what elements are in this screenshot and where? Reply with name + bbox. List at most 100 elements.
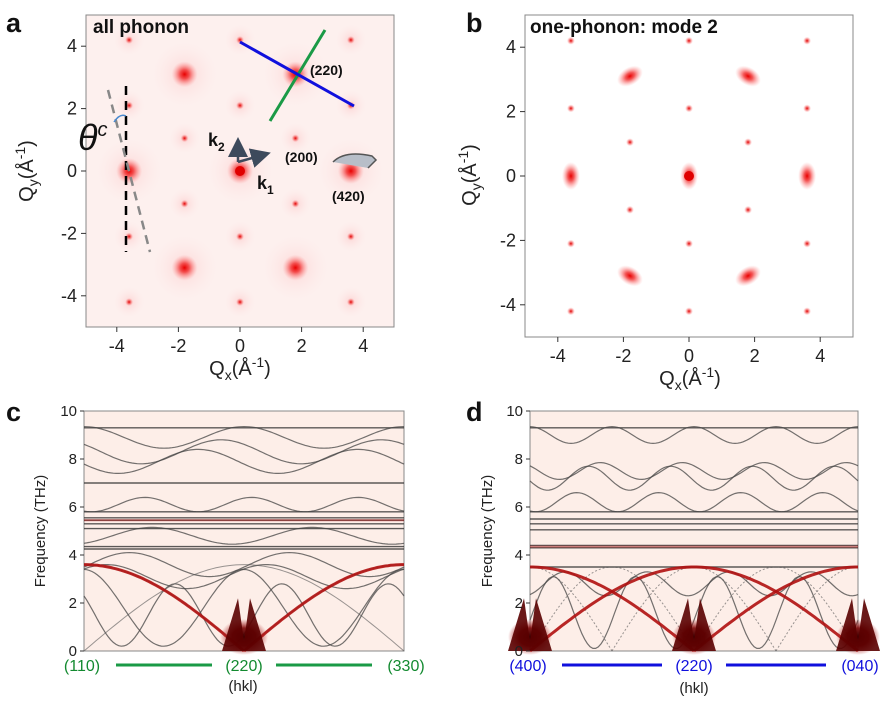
bragg-peak-weak <box>125 298 134 307</box>
intense-acoustic-branch <box>84 563 245 653</box>
bragg-peak-weak <box>236 101 244 110</box>
panel-b-ticks: -4 -2 0 2 4 -4 -2 0 2 4 <box>500 37 825 366</box>
phonon-branch <box>529 461 859 481</box>
zone-center-core <box>836 598 880 651</box>
bragg-peak-weak <box>685 239 693 248</box>
phonon-branch <box>83 439 405 465</box>
panel-label-d: d <box>466 397 483 427</box>
panel-a-xlabel: Qx(Å-1) <box>209 354 271 383</box>
x-tick-label: 2 <box>750 346 760 366</box>
panel-c-bands <box>83 425 405 655</box>
acoustic-branch <box>693 566 777 652</box>
y-tick-label: -2 <box>61 223 77 243</box>
bragg-peak-weak <box>236 232 244 241</box>
y-tick-label: 0 <box>515 643 523 660</box>
x-tick-label: -4 <box>109 336 125 356</box>
panel-label-a: a <box>6 8 22 38</box>
panel-c-ticks: 0 2 4 6 8 10 (110) (220) (330) <box>60 403 424 675</box>
y-tick-label: 4 <box>67 36 77 56</box>
bragg-peak-weak <box>566 104 575 113</box>
bragg-peak-weak <box>625 138 634 147</box>
panel-c-ylabel: Frequency (THz) <box>32 475 49 588</box>
phonon-branch <box>83 526 405 545</box>
phonon-branch <box>529 465 859 491</box>
panel-c-plot-area <box>83 410 405 652</box>
bragg-peak-weak <box>744 138 753 147</box>
hkl-420-label: (420) <box>332 188 365 204</box>
panel-b-xlabel: Qx(Å-1) <box>659 364 721 393</box>
panel-b-title: one-phonon: mode 2 <box>530 17 718 38</box>
bragg-peak-weak <box>685 104 693 113</box>
y-tick-label: 0 <box>67 161 77 181</box>
bragg-peak-weak <box>291 134 300 143</box>
y-tick-label: -4 <box>61 286 77 306</box>
y-tick-label: 4 <box>506 37 516 57</box>
panel-d-plot-area <box>529 410 859 652</box>
bragg-peak-weak <box>685 36 693 45</box>
x-tick-label: (330) <box>387 658 424 675</box>
x-tick-label: (040) <box>841 658 878 675</box>
bragg-peak-weak <box>803 36 812 45</box>
y-tick-label: -2 <box>500 230 516 250</box>
x-tick-label: -4 <box>550 346 566 366</box>
panel-a: -4 -2 0 2 4 -4 -2 0 2 4 a all phonon θc k2 k1 (22… <box>6 8 395 383</box>
theta-label: θc <box>78 117 108 158</box>
x-tick-label: 4 <box>815 346 825 366</box>
bragg-peak-strong <box>171 61 198 88</box>
blue-cut-line <box>239 40 355 108</box>
phonon-branch <box>529 425 859 445</box>
x-tick-label: 2 <box>297 336 307 356</box>
phonon-branch <box>83 496 405 513</box>
x-tick-label: 0 <box>235 336 245 356</box>
y-tick-label: 2 <box>67 99 77 119</box>
bragg-peak-weak <box>744 205 753 214</box>
panel-c-xlabel: (hkl) <box>228 678 257 695</box>
y-tick-label: 4 <box>69 547 77 564</box>
y-tick-label: 4 <box>515 547 523 564</box>
k1-arrow <box>237 148 271 168</box>
bragg-peak-strong <box>735 65 761 87</box>
zone-center-core <box>222 598 266 651</box>
intense-acoustic-branch <box>530 565 695 653</box>
panel-label-b: b <box>466 8 483 38</box>
bragg-peak-weak <box>180 199 189 208</box>
hkl-220-label: (220) <box>310 62 343 78</box>
panel-a-title: all phonon <box>93 17 189 38</box>
bragg-peak-weak <box>291 199 300 208</box>
panel-d-ylabel: Frequency (THz) <box>479 475 496 588</box>
zone-center-core <box>508 598 552 651</box>
y-tick-label: 6 <box>515 499 523 516</box>
x-tick-label: -2 <box>615 346 631 366</box>
phonon-branch <box>529 571 859 597</box>
y-tick-label: 2 <box>69 595 77 612</box>
bragg-peak-weak <box>346 232 355 241</box>
bragg-peak-weak <box>566 307 575 316</box>
k1-label: k1 <box>257 173 274 197</box>
y-tick-label: 8 <box>69 451 77 468</box>
bragg-peak-weak <box>803 104 812 113</box>
x-tick-label: (220) <box>675 658 712 675</box>
bragg-peak-strong <box>735 265 761 287</box>
phonon-branch <box>83 425 405 449</box>
x-tick-label: (400) <box>509 658 546 675</box>
panel-a-ylabel: Qy(Å-1) <box>12 140 41 202</box>
tilted-dashed-line <box>106 89 152 253</box>
x-tick-label: -2 <box>170 336 186 356</box>
bragg-peak-weak <box>236 298 244 307</box>
bragg-peak-weak <box>125 35 134 44</box>
x-tick-label: 4 <box>358 336 368 356</box>
x-tick-label: (220) <box>225 658 262 675</box>
panel-b-ylabel: Qy(Å-1) <box>455 144 484 206</box>
panel-b: -4 -2 0 2 4 -4 -2 0 2 4 b one-phonon: mode 2 Qx(Å… <box>455 8 854 393</box>
central-peak <box>235 166 245 176</box>
bragg-peak-weak <box>180 134 189 143</box>
phonon-branch <box>83 448 405 474</box>
zone-center-core <box>672 598 716 651</box>
phonon-branch <box>83 568 405 647</box>
panel-d-xlabel: (hkl) <box>679 680 708 697</box>
intense-acoustic-branch <box>243 563 404 653</box>
panel-d-bands <box>508 425 880 655</box>
y-tick-label: 10 <box>60 403 77 420</box>
x-tick-label: (110) <box>64 658 100 675</box>
